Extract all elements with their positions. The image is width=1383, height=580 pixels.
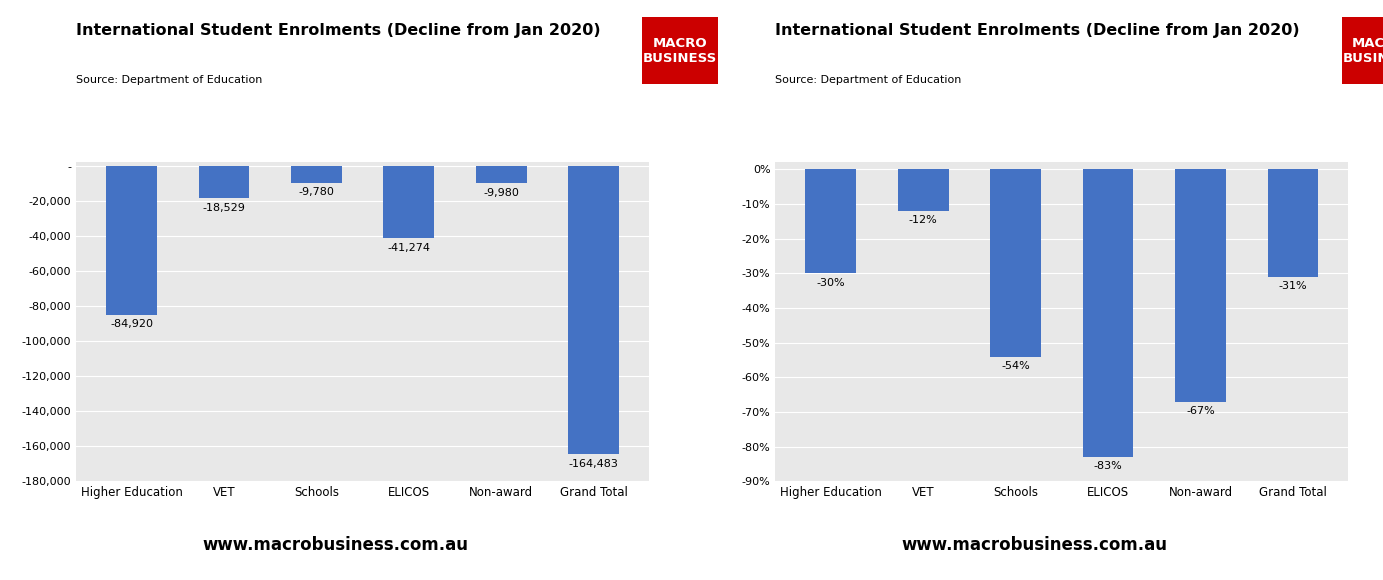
Bar	[1083, 169, 1134, 457]
Text: -9,980: -9,980	[483, 188, 519, 198]
Bar	[1176, 169, 1225, 401]
Text: -18,529: -18,529	[202, 203, 245, 213]
Text: -84,920: -84,920	[111, 319, 154, 329]
Bar	[1268, 169, 1318, 277]
Text: -67%: -67%	[1187, 406, 1214, 416]
Bar	[476, 166, 527, 183]
Bar	[805, 169, 856, 273]
Text: -41,274: -41,274	[387, 242, 430, 253]
Text: MACRO
BUSINESS: MACRO BUSINESS	[643, 37, 718, 65]
Text: -12%: -12%	[909, 215, 938, 225]
Bar	[383, 166, 434, 238]
Bar	[199, 166, 249, 198]
Text: -164,483: -164,483	[568, 459, 618, 469]
Text: MACRO
BUSINESS: MACRO BUSINESS	[1343, 37, 1383, 65]
Text: www.macrobusiness.com.au: www.macrobusiness.com.au	[202, 536, 467, 554]
Text: www.macrobusiness.com.au: www.macrobusiness.com.au	[902, 536, 1167, 554]
Bar	[990, 169, 1041, 357]
Text: -31%: -31%	[1279, 281, 1307, 291]
Text: -9,780: -9,780	[299, 187, 335, 197]
Bar	[290, 166, 342, 183]
Text: -54%: -54%	[1001, 361, 1030, 371]
Text: Source: Department of Education: Source: Department of Education	[76, 75, 263, 85]
Text: International Student Enrolments (Decline from Jan 2020): International Student Enrolments (Declin…	[776, 23, 1300, 38]
Bar	[568, 166, 620, 454]
Text: International Student Enrolments (Decline from Jan 2020): International Student Enrolments (Declin…	[76, 23, 600, 38]
Text: -83%: -83%	[1094, 461, 1123, 472]
Bar	[106, 166, 156, 315]
Bar	[898, 169, 949, 211]
Text: -30%: -30%	[816, 277, 845, 288]
Text: Source: Department of Education: Source: Department of Education	[776, 75, 961, 85]
